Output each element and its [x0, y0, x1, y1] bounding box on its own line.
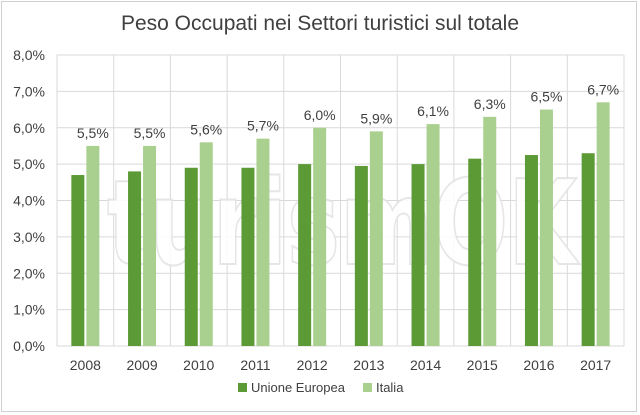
bar-italia	[256, 138, 270, 346]
legend: Unione Europea Italia	[238, 380, 404, 395]
x-tick-label: 2013	[353, 357, 384, 373]
data-label: 6,3%	[474, 96, 506, 112]
x-tick-label: 2008	[70, 357, 101, 373]
bar-italia	[596, 102, 610, 346]
x-tick-label: 2011	[240, 357, 270, 373]
x-tick-label: 2010	[183, 357, 214, 373]
y-tick-label: 7,0%	[13, 83, 45, 99]
bar-italia	[199, 142, 213, 346]
y-tick-label: 6,0%	[13, 120, 45, 136]
watermark-text: turismOK	[107, 154, 580, 292]
x-tick-label: 2009	[126, 357, 157, 373]
data-label: 5,7%	[247, 118, 279, 134]
bar-italia	[369, 131, 383, 346]
bar-italia	[483, 116, 497, 347]
data-label: 6,5%	[530, 89, 562, 105]
bar-italia	[313, 127, 327, 346]
bar-italia	[426, 124, 440, 346]
y-tick-label: 0,0%	[13, 338, 45, 354]
y-tick-label: 1,0%	[13, 302, 45, 318]
legend-label: Unione Europea	[251, 380, 346, 395]
y-tick-label: 5,0%	[13, 156, 45, 172]
bar-unione-europea	[411, 164, 425, 346]
bar-unione-europea	[184, 167, 198, 346]
x-tick-label: 2017	[580, 357, 611, 373]
data-label: 6,1%	[417, 103, 449, 119]
bar-unione-europea	[581, 153, 595, 346]
chart-title: Peso Occupati nei Settori turistici sul …	[121, 12, 519, 35]
bar-italia	[539, 109, 553, 346]
bar-unione-europea	[298, 164, 312, 346]
legend-label: Italia	[376, 380, 404, 395]
data-label: 5,6%	[190, 121, 222, 137]
bar-italia	[86, 145, 100, 346]
bar-unione-europea	[468, 158, 482, 346]
legend-swatch	[238, 383, 247, 392]
y-tick-label: 8,0%	[13, 47, 45, 63]
data-label: 6,0%	[304, 107, 336, 123]
data-label: 5,9%	[360, 110, 392, 126]
x-axis-labels: 2008 2009 2010 2011 2012 2013 2014 2015 2016 2017	[70, 357, 612, 373]
data-label: 5,5%	[77, 125, 109, 141]
x-tick-label: 2014	[410, 357, 441, 373]
bar-unione-europea	[128, 171, 142, 346]
bar-unione-europea	[71, 175, 85, 346]
y-axis-labels: 0,0% 1,0% 2,0% 3,0% 4,0% 5,0% 6,0% 7,0% 8,0%	[13, 47, 45, 354]
watermark: turismOK	[106, 153, 581, 293]
x-tick-label: 2015	[467, 357, 498, 373]
x-tick-label: 2012	[297, 357, 328, 373]
y-tick-label: 4,0%	[13, 193, 45, 209]
data-label: 6,7%	[587, 81, 619, 97]
legend-swatch	[362, 383, 372, 392]
bar-unione-europea	[241, 167, 255, 346]
bar-italia	[143, 145, 157, 346]
data-label: 5,5%	[134, 125, 166, 141]
bar-unione-europea	[354, 165, 368, 346]
x-tick-label: 2016	[523, 357, 554, 373]
y-tick-label: 3,0%	[13, 229, 45, 245]
data-labels: 5,5% 5,5% 5,6% 5,7% 6,0% 5,9% 6,1% 6,3% 6,5% 6,7%	[77, 81, 619, 141]
bars	[71, 102, 610, 347]
bar-unione-europea	[524, 155, 538, 346]
y-tick-label: 2,0%	[13, 265, 45, 281]
